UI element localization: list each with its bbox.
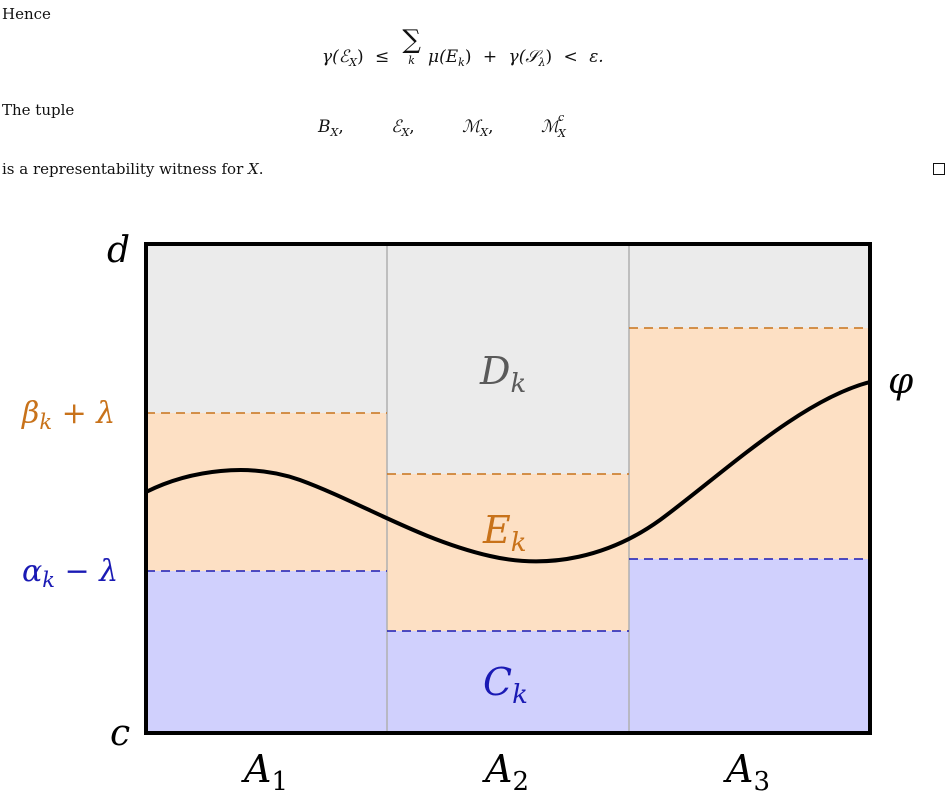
alpha-main: α [22,554,42,589]
sum-index: k [408,54,415,67]
x-label-sub: 1 [271,767,288,793]
region-C-label: Ck [483,660,528,710]
region-C-main: C [483,660,512,704]
tuple-B-main: B [318,117,331,137]
eq-plus: + [482,47,498,67]
x-label-sub: 3 [753,767,770,793]
alpha-label: αk − λ [22,554,118,592]
eq-close: ) [356,47,364,67]
beta-main: β [21,396,39,431]
eq-eps: ε. [589,47,604,67]
region-D-col2 [387,244,629,474]
eq-sum: ∑ k [401,25,423,67]
x-label-A3: A3 [723,747,770,793]
alpha-sub: k [42,568,55,592]
beta-label: βk + λ [21,396,115,434]
alpha-rest: − λ [55,554,118,589]
phi-label: φ [888,361,914,402]
region-C-col3 [629,559,870,733]
beta-sub: k [39,410,52,434]
region-E-label: Ek [482,508,527,558]
region-D-main: D [479,349,510,393]
tuple-E-main: ℰ [391,117,402,137]
witness-var: X [248,160,259,178]
hence-text: Hence [2,5,51,23]
tuple-E: ℰX, [391,117,415,139]
tuple-E-sub: X [401,126,410,139]
sum-symbol: ∑ [402,25,421,55]
witness-text: is a representability witness for X. [2,160,264,178]
tuple-Mc-sup: c [557,111,565,124]
region-E-main: E [482,508,511,552]
y-top-label: d [107,230,130,271]
region-C-col2 [387,631,629,733]
x-label-sub: 2 [512,767,529,793]
region-D-label: Dk [479,349,526,399]
beta-rest: + λ [52,396,115,431]
eq-lt: < [563,47,578,67]
tuple-M: ℳX, [462,117,493,139]
region-C-col1 [146,571,387,733]
x-label-A2: A2 [482,747,529,793]
x-label-A1: A1 [241,747,288,793]
region-E-sub: k [511,528,527,558]
eq-E-sub: k [458,56,465,69]
region-C-sub: k [512,680,528,710]
the-tuple-text: The tuple [2,101,75,119]
eq-cal-S: 𝒮 [525,47,539,67]
tuple-Mc-main: ℳ [540,117,560,137]
equation-gamma-bound: γ(ℰX) ≤ ∑ k μ(Ek) + γ(𝒮λ) < ε. [322,25,604,69]
region-E-col3 [629,328,870,559]
x-label-main: A [723,747,753,791]
witness-prefix: is a representability witness for [2,160,244,178]
eq-cal-E: ℰ [338,47,350,67]
tuple-comma: , [338,117,344,137]
region-D-col3 [629,244,870,328]
qed-box [933,163,945,175]
eq-E: E [445,47,459,67]
x-label-main: A [241,747,271,791]
tuple-B: BX, [318,117,344,139]
eq-gamma: γ( [322,47,339,67]
region-D-col1 [146,244,387,413]
eq-leq: ≤ [374,47,390,67]
tuple-B-sub: X [330,126,339,139]
eq-mu: μ( [428,47,446,67]
eq-mu-close: ) [464,47,472,67]
tuple-comma: , [488,117,494,137]
x-label-main: A [482,747,512,791]
tuple-Mc-sub: X [557,127,566,140]
eq-gamma2: γ( [508,47,526,67]
witness-suffix: . [258,160,264,178]
region-E-col1 [146,413,387,571]
tuple-M-main: ℳ [462,117,481,137]
plot-frame [144,242,872,735]
eq-gamma2-close: ) [545,47,553,67]
eq-S-sub: λ [538,56,546,69]
region-D-sub: k [510,369,526,399]
tuple-comma: , [409,117,415,137]
tuple-M-sub: X [480,126,489,139]
eq-sub-X: X [349,56,357,69]
y-bottom-label: c [110,713,130,754]
phi-curve [145,380,871,564]
